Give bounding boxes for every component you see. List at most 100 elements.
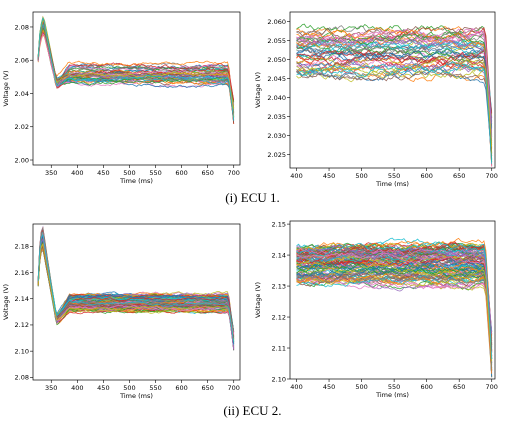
- y-tick-label: 2.18: [15, 243, 29, 251]
- ecu2-full-series-line: [37, 243, 235, 340]
- ecu2-full-series-line: [37, 235, 235, 337]
- caption-ecu1: (i) ECU 1.: [225, 190, 280, 205]
- ecu1-full-series-line: [37, 23, 235, 102]
- x-tick-label: 400: [290, 383, 302, 391]
- ecu2-full-series-line: [37, 238, 235, 348]
- ecu2-full-series-line: [37, 235, 235, 340]
- ecu2-full-series-line: [37, 237, 235, 346]
- ecu2-full-series-line: [37, 233, 235, 344]
- ecu2-full-series-line: [37, 242, 235, 340]
- ecu1-zoom-series-line: [296, 45, 493, 166]
- ecu1-zoom-series-group: [296, 23, 493, 167]
- ecu2-full-series-line: [37, 245, 235, 339]
- y-tick-label: 2.06: [15, 57, 29, 65]
- ecu1-zoom-series-line: [296, 28, 493, 139]
- x-tick-label: 550: [388, 383, 400, 391]
- ecu1-full-series-line: [37, 22, 235, 116]
- ecu2-full-series-line: [37, 227, 235, 338]
- x-tick-label: 650: [201, 384, 213, 392]
- ecu2-zoom-series-line: [296, 277, 493, 336]
- ecu2-full-x-axis-label: Time (ms): [119, 392, 153, 400]
- ecu2-full-series-line: [37, 243, 235, 333]
- ecu2-full-series-line: [37, 245, 235, 337]
- ecu2-full-series-line: [37, 236, 235, 338]
- x-tick-label: 350: [45, 384, 57, 392]
- ecu2-full-series-line: [37, 239, 235, 344]
- x-tick-label: 500: [123, 169, 135, 177]
- ecu1-full-axes-frame: [32, 11, 241, 166]
- ecu1-full-y-axis-label: Voltage (V): [2, 71, 10, 107]
- ecu2-full-series-line: [37, 238, 235, 346]
- x-tick-label: 450: [97, 384, 109, 392]
- ecu1-zoom-axes-frame: [289, 11, 496, 169]
- ecu2-full-series-line: [37, 233, 235, 349]
- ecu1-zoom-svg: 400 450 500 550 600 650 700 2.025 2.030 2.035 2.04…: [254, 11, 498, 188]
- ecu1-zoom-series-line: [296, 59, 493, 143]
- y-tick-label: 2.14: [15, 295, 29, 303]
- x-tick-label: 350: [45, 169, 57, 177]
- x-tick-label: 450: [97, 169, 109, 177]
- ecu2-full-series-line: [37, 243, 235, 341]
- ecu2-full-series-line: [37, 229, 235, 333]
- ecu2-full-series-line: [37, 245, 235, 332]
- ecu2-zoom-svg: 400 450 500 550 600 650 700 2.10 2.11 2.12 2.13 2.1…: [254, 220, 498, 399]
- ecu1-full-series-line: [37, 19, 235, 118]
- y-tick-label: 2.16: [15, 269, 29, 277]
- ecu2-full-series-line: [37, 243, 235, 349]
- ecu2-full-series-line: [37, 242, 235, 340]
- ecu2-full-svg: 350 400 450 500 550 600 650 700 2.08 2.10 2.12 2.14…: [2, 223, 241, 400]
- ecu2-zoom-series-line: [296, 252, 493, 359]
- ecu2-full-series-line: [37, 229, 235, 335]
- y-tick-label: 2.050: [267, 56, 286, 64]
- ecu2-zoom-series-line: [296, 274, 493, 343]
- ecu2-full-series-line: [37, 241, 235, 332]
- y-tick-label: 2.14: [272, 251, 286, 259]
- ecu1-zoom-series-line: [296, 67, 493, 156]
- ecu1-full-series-line: [37, 29, 235, 115]
- ecu1-zoom-y-axis-label: Voltage (V): [254, 72, 262, 108]
- ecu2-full-series-line: [37, 231, 235, 343]
- ecu1-zoom-series-line: [296, 47, 493, 130]
- ecu1-zoom-series-line: [296, 67, 493, 160]
- ecu2-full-series-line: [37, 243, 235, 341]
- ecu2-full-series-line: [37, 234, 235, 342]
- y-tick-label: 2.02: [15, 123, 29, 131]
- ecu2-full-series-line: [37, 231, 235, 334]
- y-tick-label: 2.060: [267, 18, 286, 26]
- ecu2-full-series-line: [37, 241, 235, 333]
- ecu2-full-series-line: [37, 241, 235, 343]
- ecu1-full-chart: 350 400 450 500 550 600 650 700 2.00 2.02 2.04 2.06…: [0, 0, 250, 190]
- y-tick-label: 2.040: [267, 94, 286, 102]
- ecu1-full-series-line: [37, 17, 235, 100]
- x-tick-label: 550: [149, 169, 161, 177]
- ecu1-full-series-line: [37, 32, 235, 117]
- ecu1-zoom-series-line: [296, 30, 493, 167]
- ecu2-full-series-line: [37, 227, 235, 336]
- x-tick-label: 650: [453, 383, 465, 391]
- x-tick-label: 650: [201, 169, 213, 177]
- ecu1-full-series-line: [37, 32, 235, 112]
- ecu2-full-series-group: [37, 225, 235, 351]
- ecu2-full-series-line: [37, 229, 235, 345]
- ecu2-full-series-line: [37, 234, 235, 350]
- x-tick-label: 450: [323, 172, 335, 180]
- ecu2-full-series-line: [37, 240, 235, 337]
- ecu2-full-series-line: [37, 246, 235, 332]
- caption-ecu2: (ii) ECU 2.: [223, 403, 282, 418]
- ecu2-zoom-series-line: [296, 274, 493, 376]
- ecu2-full-series-line: [37, 239, 235, 343]
- x-tick-label: 450: [323, 383, 335, 391]
- ecu2-full-series-line: [37, 243, 235, 337]
- ecu2-zoom-series-line: [296, 241, 493, 359]
- ecu1-zoom-series-line: [296, 32, 493, 121]
- y-tick-label: 2.035: [267, 113, 286, 121]
- ecu2-zoom-chart: 400 450 500 550 600 650 700 2.10 2.11 2.12 2.13 2.1…: [252, 212, 504, 402]
- ecu2-full-series-line: [37, 228, 235, 339]
- y-tick-label: 2.11: [272, 344, 286, 352]
- ecu2-full-series-line: [37, 234, 235, 339]
- ecu2-full-series-line: [37, 226, 235, 342]
- ecu2-full-series-line: [37, 247, 235, 334]
- ecu2-full-series-line: [37, 235, 235, 345]
- ecu2-full-series-line: [37, 238, 235, 347]
- y-tick-label: 2.13: [272, 282, 286, 290]
